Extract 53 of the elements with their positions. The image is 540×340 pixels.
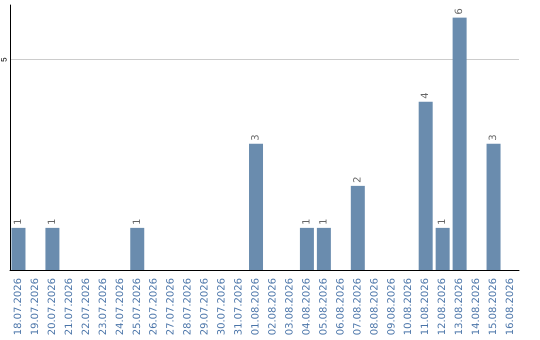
data-label: 1 xyxy=(12,218,24,225)
x-tick-label: 29.07.2026 xyxy=(200,278,211,336)
x-tick-label: 04.08.2026 xyxy=(301,278,312,336)
x-tick-label: 24.07.2026 xyxy=(114,278,126,336)
data-label: 1 xyxy=(318,218,330,225)
x-tick-label: 02.08.2026 xyxy=(267,278,278,336)
x-tick-label: 06.08.2026 xyxy=(335,278,346,336)
x-tick-label: 30.07.2026 xyxy=(216,278,228,336)
data-label: 6 xyxy=(454,8,466,15)
x-tick-label: 11.08.2026 xyxy=(420,278,432,336)
bar xyxy=(486,144,501,270)
data-label: 2 xyxy=(352,176,364,183)
x-tick-label: 28.07.2026 xyxy=(182,278,194,336)
bar xyxy=(45,228,60,270)
x-tick-label: 14.08.2026 xyxy=(471,278,482,336)
x-tick-label: 07.08.2026 xyxy=(352,278,364,336)
x-tick-label: 21.07.2026 xyxy=(64,278,75,336)
data-label: 3 xyxy=(488,134,500,141)
bar xyxy=(130,228,144,270)
x-tick-label: 18.07.2026 xyxy=(12,278,24,336)
x-tick-label: 15.08.2026 xyxy=(488,278,500,336)
x-tick-label: 16.08.2026 xyxy=(505,278,516,336)
bar xyxy=(11,228,26,270)
x-tick-label: 23.07.2026 xyxy=(98,278,109,336)
x-tick-label: 09.08.2026 xyxy=(386,278,398,336)
x-tick-label: 25.07.2026 xyxy=(132,278,143,336)
bar xyxy=(300,228,314,270)
x-tick-label: 22.07.2026 xyxy=(80,278,92,336)
data-label: 1 xyxy=(46,218,58,225)
x-tick-label: 10.08.2026 xyxy=(403,278,414,336)
x-tick-label: 27.07.2026 xyxy=(166,278,177,336)
bar xyxy=(436,228,450,270)
data-label: 1 xyxy=(437,218,448,225)
x-tick-label: 20.07.2026 xyxy=(46,278,58,336)
data-label: 4 xyxy=(420,92,432,99)
bar xyxy=(316,228,331,270)
x-tick-label: 26.07.2026 xyxy=(148,278,160,336)
data-label: 1 xyxy=(301,218,312,225)
x-tick-label: 13.08.2026 xyxy=(454,278,466,336)
y-tick-label: 5 xyxy=(0,56,8,62)
x-tick-label: 01.08.2026 xyxy=(250,278,262,336)
bar xyxy=(452,18,467,270)
x-tick-label: 12.08.2026 xyxy=(437,278,448,336)
x-tick-label: 31.07.2026 xyxy=(234,278,245,336)
x-tick-label: 08.08.2026 xyxy=(369,278,380,336)
data-label: 3 xyxy=(250,134,262,141)
bar xyxy=(418,102,433,270)
x-tick-label: 19.07.2026 xyxy=(30,278,41,336)
bar xyxy=(350,186,365,270)
x-tick-label: 03.08.2026 xyxy=(284,278,296,336)
data-label: 1 xyxy=(132,218,143,225)
bar xyxy=(249,144,264,270)
x-tick-label: 05.08.2026 xyxy=(318,278,330,336)
